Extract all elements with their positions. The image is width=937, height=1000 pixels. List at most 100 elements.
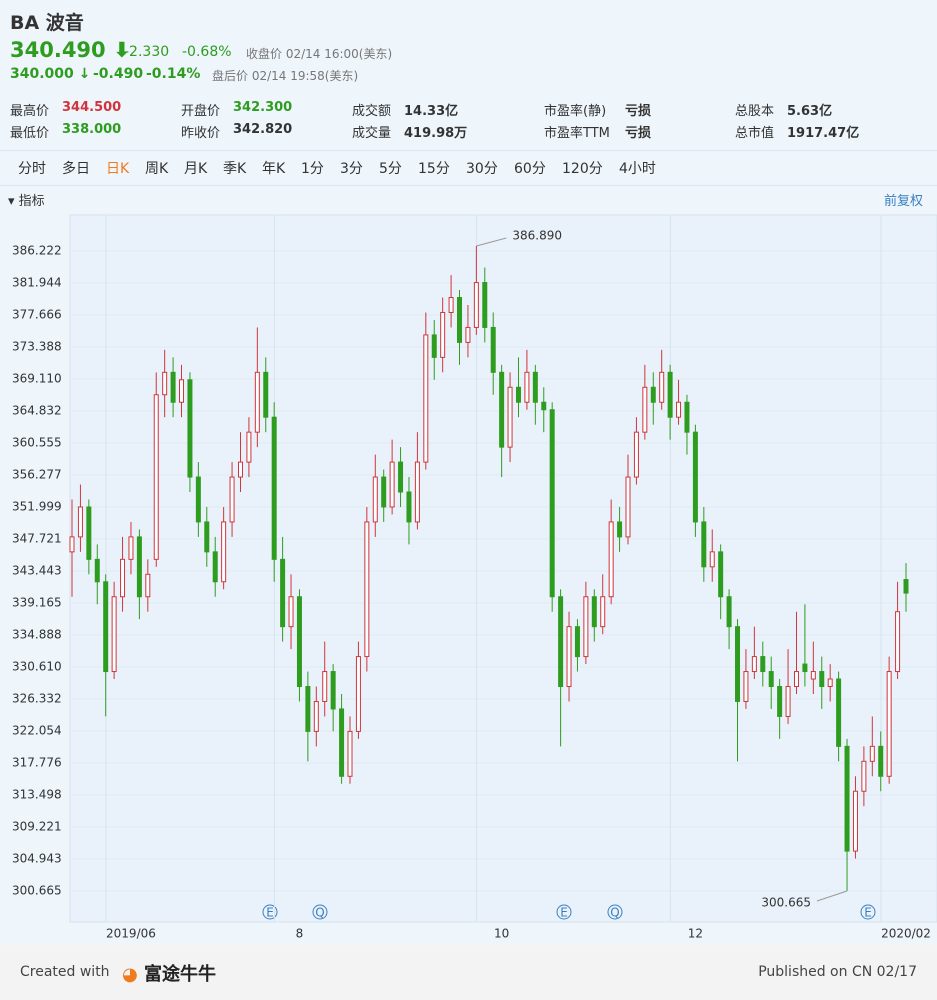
y-tick-label: 356.277 bbox=[12, 467, 62, 481]
event-label: E bbox=[266, 906, 274, 920]
candle-body bbox=[473, 282, 479, 328]
candle-body bbox=[389, 461, 395, 508]
event-circle bbox=[262, 904, 278, 920]
tab[interactable]: 日K bbox=[106, 161, 130, 177]
x-tick-label: 12 bbox=[688, 927, 703, 941]
candle-body bbox=[195, 476, 201, 523]
stat-label: 成交量 bbox=[352, 126, 392, 141]
candle-body bbox=[574, 626, 580, 658]
tab[interactable]: 5分 bbox=[379, 161, 402, 177]
candle-body bbox=[111, 596, 117, 673]
candle-body bbox=[120, 558, 126, 598]
candle-body bbox=[153, 394, 159, 560]
candle-body bbox=[86, 506, 92, 560]
tab[interactable]: 15分 bbox=[418, 161, 450, 177]
candle-body bbox=[221, 521, 227, 583]
high-leader bbox=[476, 237, 507, 247]
candle-body bbox=[330, 671, 336, 710]
stat-value: 1917.47亿 bbox=[787, 126, 860, 141]
y-tick-label: 317.776 bbox=[12, 755, 62, 769]
candle-body bbox=[827, 678, 833, 688]
tab[interactable]: 月K bbox=[184, 161, 208, 177]
x-tick-label: 10 bbox=[494, 927, 509, 941]
y-tick-label: 304.943 bbox=[12, 851, 62, 865]
candle-body bbox=[69, 536, 75, 553]
price: 340.490 ⬇ bbox=[10, 38, 131, 62]
candle-body bbox=[254, 371, 260, 433]
y-tick-label: 326.332 bbox=[12, 691, 62, 705]
high-label: 386.890 bbox=[512, 228, 562, 242]
tab[interactable]: 年K bbox=[262, 161, 286, 177]
candle-body bbox=[229, 476, 235, 523]
candle-body bbox=[381, 476, 387, 508]
candle-body bbox=[895, 611, 901, 673]
candle-body bbox=[735, 626, 741, 702]
price-value: 340.490 bbox=[10, 38, 106, 62]
stat-value: 亏损 bbox=[625, 126, 652, 141]
tab[interactable]: 4小时 bbox=[619, 161, 656, 177]
ah-change-pct: -0.14% bbox=[146, 66, 201, 82]
y-tick-label: 351.999 bbox=[12, 499, 62, 513]
adjust[interactable]: 前复权 bbox=[883, 194, 923, 209]
candle-body bbox=[793, 671, 799, 688]
candle-body bbox=[465, 326, 471, 343]
title: BA 波音 bbox=[10, 12, 84, 34]
tab[interactable]: 3分 bbox=[340, 161, 363, 177]
y-tick-label: 364.832 bbox=[12, 403, 62, 417]
candle-body bbox=[667, 371, 673, 418]
stat-label: 总股本 bbox=[735, 104, 775, 119]
stat-value: 344.500 bbox=[62, 100, 122, 115]
y-tick-label: 334.888 bbox=[12, 627, 62, 641]
stat-label: 市盈率TTM bbox=[544, 126, 610, 141]
brand: ◕ 富途牛牛 bbox=[122, 964, 216, 985]
x-tick-label: 2020/02 bbox=[881, 927, 931, 941]
candle-body bbox=[77, 506, 83, 538]
y-tick-label: 381.944 bbox=[12, 275, 62, 289]
candle-body bbox=[499, 371, 505, 448]
candle-body bbox=[423, 334, 429, 463]
candle-body bbox=[406, 491, 412, 523]
candle-body bbox=[246, 431, 252, 463]
candle-body bbox=[886, 671, 892, 777]
event-circle bbox=[312, 904, 328, 920]
brand-text: 富途牛牛 bbox=[144, 964, 216, 985]
candle-body bbox=[347, 730, 353, 777]
candle-body bbox=[457, 297, 463, 343]
created: Created with bbox=[20, 964, 110, 980]
tab[interactable]: 120分 bbox=[562, 161, 603, 177]
candle-body bbox=[136, 536, 142, 598]
indicator[interactable]: ▾ 指标 bbox=[8, 194, 45, 209]
ah-change: -0.490 bbox=[93, 66, 144, 82]
tab[interactable]: 1分 bbox=[301, 161, 324, 177]
event-label: E bbox=[560, 906, 568, 920]
stat-value: 342.300 bbox=[233, 100, 293, 115]
event-label: E bbox=[864, 906, 872, 920]
tab[interactable]: 60分 bbox=[514, 161, 546, 177]
tab[interactable]: 分时 bbox=[18, 161, 46, 177]
indicator-text[interactable]: 指标 bbox=[18, 194, 45, 209]
close-note: 收盘价 02/14 16:00(美东) bbox=[246, 47, 393, 61]
candle-body bbox=[145, 573, 151, 598]
candle-body bbox=[103, 581, 109, 673]
candle-body bbox=[179, 379, 185, 403]
candle-body bbox=[861, 760, 867, 792]
x-tick-label: 8 bbox=[296, 927, 304, 941]
stat-label: 总市值 bbox=[735, 126, 775, 141]
candle-body bbox=[844, 745, 850, 852]
tab[interactable]: 多日 bbox=[62, 161, 90, 177]
y-tick-label: 309.221 bbox=[12, 819, 62, 833]
y-tick-label: 369.110 bbox=[12, 371, 62, 385]
event-circle bbox=[556, 904, 572, 920]
tab[interactable]: 周K bbox=[145, 161, 169, 177]
candle-body bbox=[212, 551, 218, 583]
tab[interactable]: 30分 bbox=[466, 161, 498, 177]
candle-body bbox=[591, 596, 597, 628]
candle-body bbox=[448, 297, 454, 313]
candle-body bbox=[558, 596, 564, 688]
tab[interactable]: 季K bbox=[223, 161, 247, 177]
candle-body bbox=[322, 671, 328, 702]
candle-body bbox=[836, 678, 842, 747]
candle-body bbox=[852, 790, 858, 852]
candle-body bbox=[490, 326, 496, 373]
